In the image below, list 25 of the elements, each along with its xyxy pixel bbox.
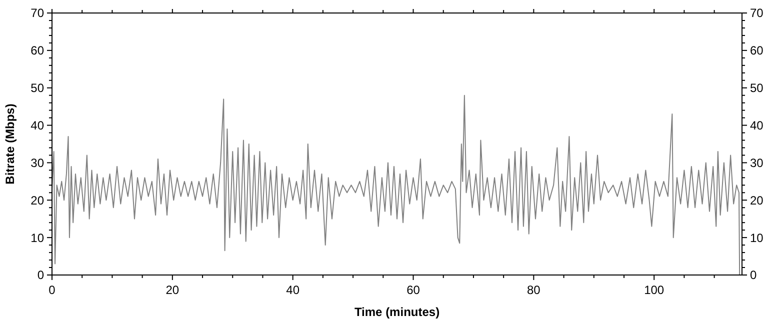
line-series bbox=[52, 94, 740, 275]
y-tick-label: 20 bbox=[30, 193, 44, 208]
y-axis-title: Bitrate (Mbps) bbox=[3, 104, 17, 184]
x-tick-label: 20 bbox=[166, 283, 180, 297]
y2-tick-label: 60 bbox=[750, 44, 764, 58]
x-tick-label: 60 bbox=[406, 283, 420, 297]
x-axis-title: Time (minutes) bbox=[354, 305, 440, 319]
x-tick-label: 100 bbox=[644, 283, 664, 297]
x-tick-label: 40 bbox=[286, 283, 300, 297]
y-tick-label: 40 bbox=[30, 118, 44, 132]
y-tick-label: 50 bbox=[30, 81, 44, 96]
y2-tick-label: 40 bbox=[750, 118, 764, 132]
x-tick-label: 80 bbox=[526, 283, 541, 297]
y-tick-label: 0 bbox=[37, 268, 44, 282]
y2-tick-label: 70 bbox=[750, 6, 764, 20]
y2-tick-label: 20 bbox=[750, 193, 764, 208]
y2-tick-label: 10 bbox=[750, 230, 764, 245]
y2-tick-label: 50 bbox=[750, 81, 764, 96]
y2-tick-label: 30 bbox=[750, 156, 764, 170]
y-tick-label: 60 bbox=[30, 44, 44, 58]
y-tick-label: 30 bbox=[30, 156, 44, 170]
y-tick-label: 10 bbox=[30, 230, 44, 245]
y2-tick-label: 0 bbox=[750, 268, 757, 282]
x-tick-label: 0 bbox=[48, 283, 56, 297]
y-tick-label: 70 bbox=[30, 6, 44, 20]
